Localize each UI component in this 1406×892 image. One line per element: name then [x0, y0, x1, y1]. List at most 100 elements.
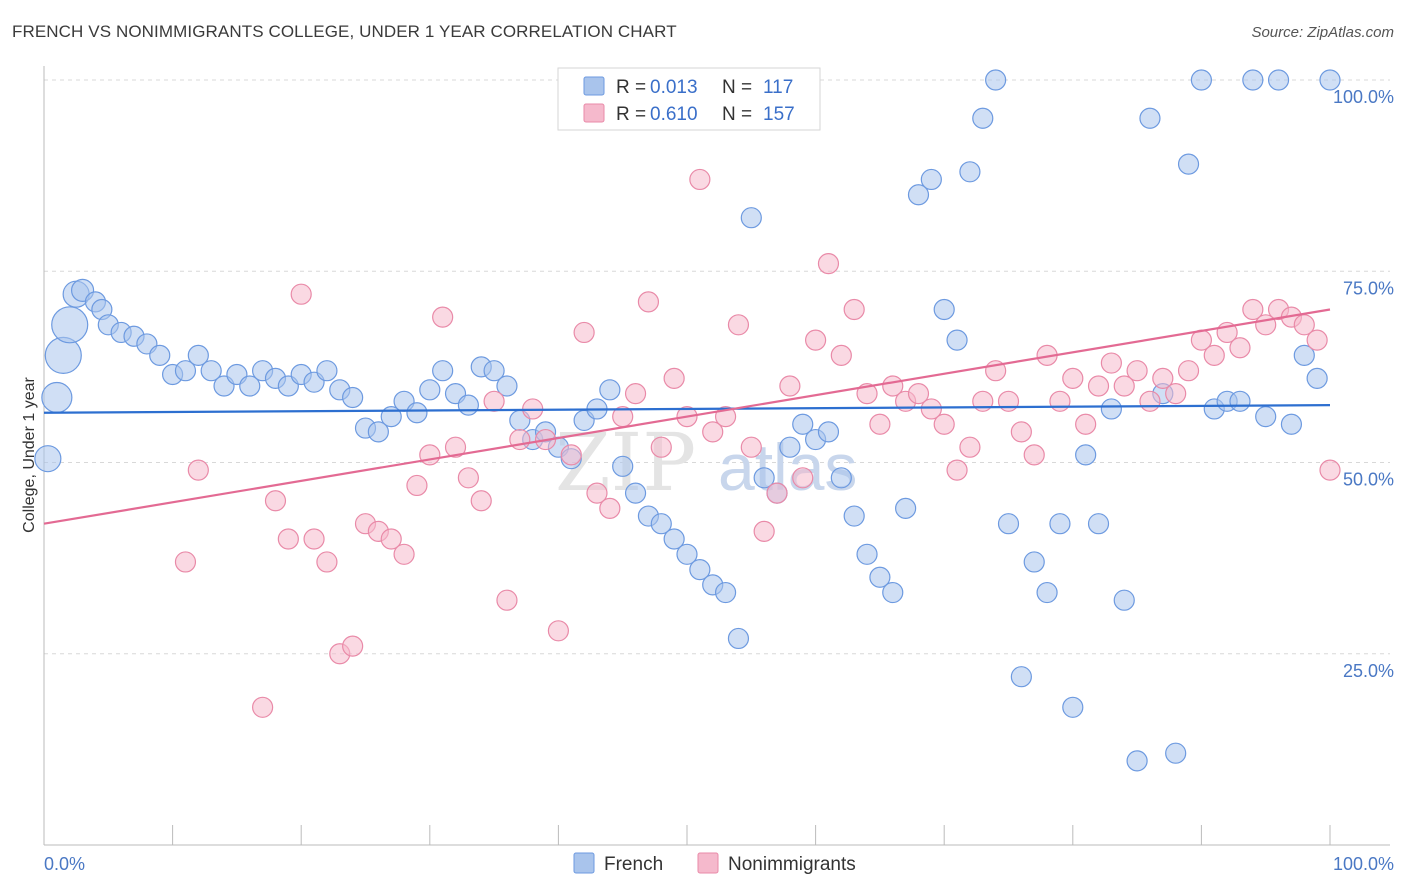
nonimm-point	[1139, 390, 1161, 412]
french-point	[200, 360, 222, 382]
nonimm-point	[1062, 367, 1084, 389]
nonimm-point	[624, 383, 647, 405]
french-point	[1306, 367, 1328, 389]
french-point	[895, 497, 917, 519]
nonimm-point	[1113, 375, 1135, 397]
nonimm-point	[599, 497, 621, 519]
french-point	[1190, 69, 1213, 91]
french-point	[689, 558, 711, 581]
nonimm-point	[779, 375, 801, 397]
nonimm-point	[264, 490, 287, 512]
nonimm-point	[997, 390, 1020, 412]
top-legend: R = 0.013 N = 117 R = 0.610 N = 157	[557, 67, 821, 131]
french-point	[1177, 153, 1200, 175]
french-point	[1075, 444, 1097, 466]
nonimm-point	[1100, 352, 1122, 374]
nonimm-point	[792, 467, 814, 489]
nonimm-point	[753, 520, 775, 542]
nonimm-point	[1165, 383, 1187, 405]
chart-source: Source: ZipAtlas.com	[1251, 24, 1394, 41]
nonimm-point	[1126, 360, 1148, 382]
nonimm-point	[1229, 337, 1251, 359]
french-point	[907, 184, 930, 206]
legend-french-swatch	[583, 76, 605, 96]
trend-lines	[43, 308, 1331, 525]
nonimm-point	[1203, 344, 1225, 366]
nonimm-point	[560, 444, 582, 466]
y-axis-label: College, Under 1 year	[21, 377, 38, 533]
french-point	[1139, 107, 1161, 129]
french-point	[406, 402, 428, 424]
french-point	[933, 298, 955, 321]
nonimm-point	[740, 436, 762, 458]
nonimm-point	[303, 528, 325, 550]
french-point	[1036, 581, 1058, 604]
french-point	[1113, 589, 1135, 611]
y-tick-label: 100.0%	[1333, 87, 1394, 107]
french-point	[1049, 513, 1071, 535]
legend-nonimm-r-label: R =	[616, 104, 646, 125]
nonimm-point	[907, 383, 930, 405]
bottom-legend-nonimm-label: Nonimmigrants	[728, 854, 856, 875]
french-point	[1062, 696, 1084, 718]
french-point	[740, 207, 762, 229]
french-point	[496, 375, 518, 397]
legend-nonimm-swatch	[583, 103, 605, 123]
french-point	[817, 421, 840, 443]
nonimm-point	[457, 467, 479, 489]
french-point	[1267, 69, 1290, 91]
y-tick-labels: 100.0% 75.0% 50.0% 25.0%	[1333, 87, 1394, 681]
french-point	[34, 445, 62, 473]
french-point	[753, 467, 775, 489]
nonimm-point	[830, 344, 852, 366]
bottom-legend: French Nonimmigrants	[573, 852, 856, 875]
french-point	[1229, 390, 1251, 412]
french-point	[599, 379, 621, 401]
nonimm-point	[316, 551, 338, 573]
nonimm-point	[444, 436, 467, 458]
french-point	[714, 581, 737, 604]
french-point	[1319, 69, 1341, 91]
nonimm-point	[573, 321, 595, 344]
nonimm-point	[727, 314, 750, 336]
french-point	[457, 394, 479, 416]
nonimm-point	[586, 482, 608, 504]
french-point	[869, 566, 891, 588]
nonimm-point	[1152, 367, 1174, 389]
french-point	[612, 455, 634, 477]
nonimm-point	[419, 444, 441, 466]
french-point	[316, 360, 338, 382]
nonimm-point	[920, 398, 942, 420]
french-point	[779, 436, 801, 458]
french-point	[419, 379, 441, 401]
french-point	[1242, 69, 1264, 91]
nonimm-point	[959, 436, 981, 458]
french-point	[650, 513, 672, 535]
nonimm-point	[946, 459, 968, 481]
french-point	[41, 381, 73, 414]
bottom-legend-nonimm-swatch	[697, 852, 719, 874]
french-point	[149, 344, 171, 366]
french-point	[843, 505, 865, 527]
nonimm-point	[252, 696, 274, 718]
nonimm-point	[663, 367, 685, 389]
nonimm-point	[1306, 329, 1328, 351]
nonimm-point	[1010, 421, 1032, 443]
nonimm-point	[856, 383, 878, 405]
nonimm-point	[689, 168, 711, 191]
nonimm-point	[1049, 390, 1071, 412]
nonimm-point	[290, 283, 312, 305]
legend-nonimm-n-label: N =	[722, 104, 752, 125]
x-tick-label: 0.0%	[44, 854, 85, 874]
nonimm-point	[933, 413, 955, 435]
legend-french-r-value: 0.013	[650, 77, 698, 98]
bottom-legend-french-label: French	[604, 854, 663, 875]
french-point	[1255, 406, 1277, 428]
chart-title: FRENCH VS NONIMMIGRANTS COLLEGE, UNDER 1…	[12, 22, 677, 41]
french-point	[432, 360, 454, 382]
legend-french-n-label: N =	[722, 77, 752, 98]
y-tick-label: 25.0%	[1343, 661, 1394, 681]
axes	[43, 66, 1390, 846]
legend-french-n-value: 117	[763, 77, 793, 98]
